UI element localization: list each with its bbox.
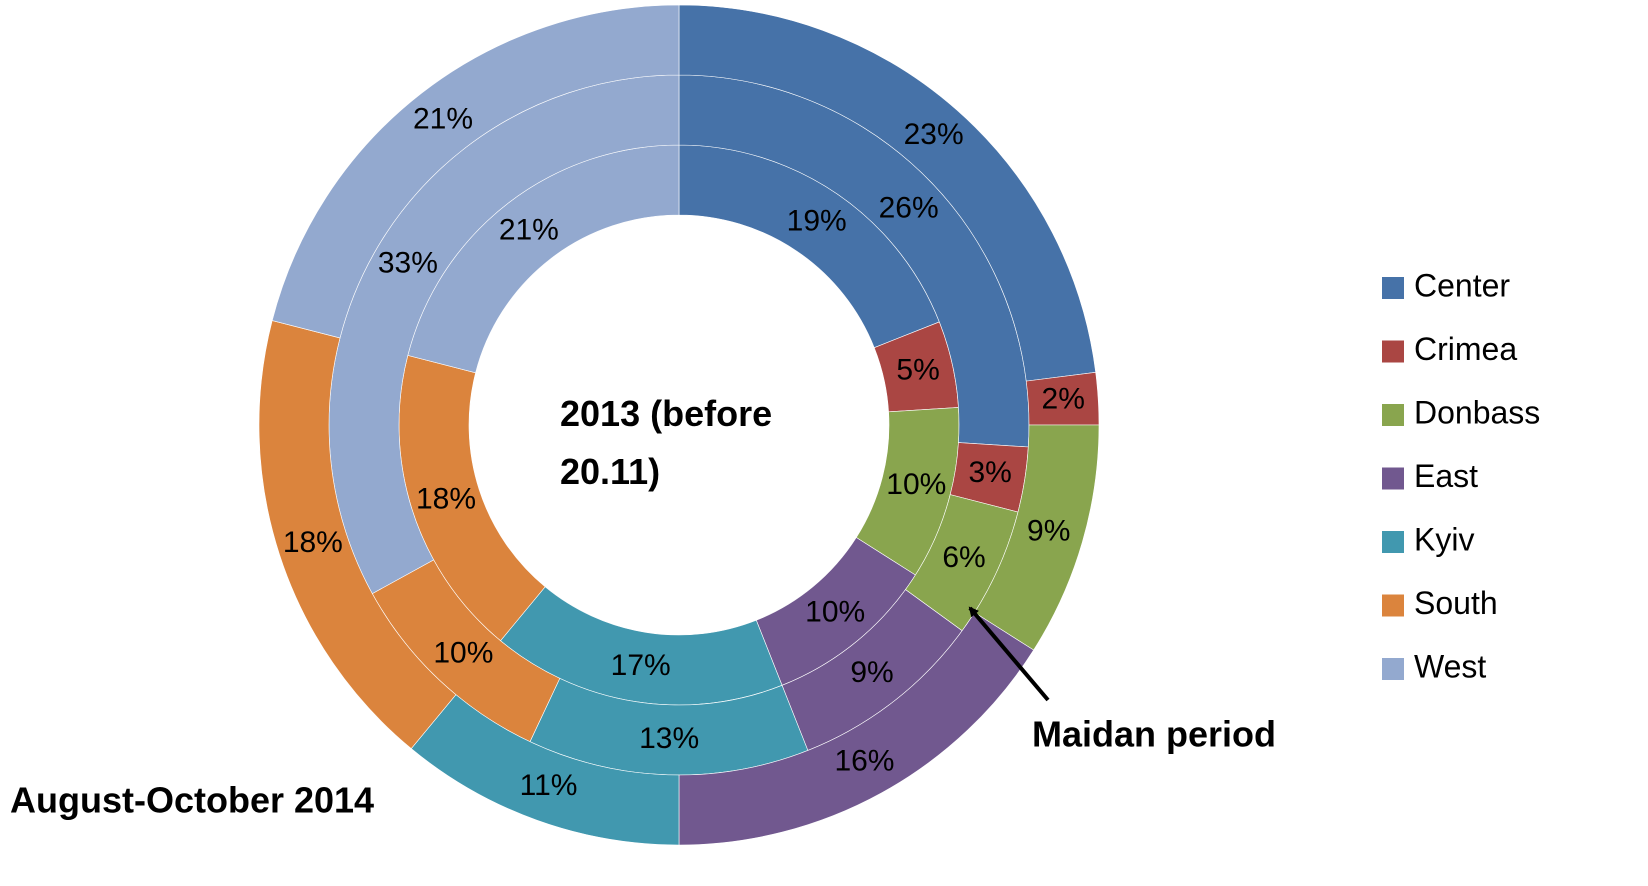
annotation-arrow bbox=[968, 606, 1050, 702]
legend-label: Center bbox=[1414, 267, 1510, 303]
legend-label: South bbox=[1414, 585, 1498, 621]
data-label: 9% bbox=[850, 656, 893, 689]
legend-swatch bbox=[1382, 404, 1404, 426]
legend-label: Crimea bbox=[1414, 331, 1517, 367]
data-label: 10% bbox=[886, 468, 946, 501]
data-label: 3% bbox=[968, 456, 1011, 489]
data-label: 21% bbox=[499, 213, 559, 246]
donut-segment bbox=[271, 4, 680, 339]
ring-label: Maidan period bbox=[1032, 714, 1276, 755]
data-label: 10% bbox=[433, 637, 493, 670]
data-label: 6% bbox=[942, 541, 985, 574]
donut-segment bbox=[678, 4, 1097, 382]
legend-label: East bbox=[1414, 458, 1478, 494]
data-label: 26% bbox=[879, 191, 939, 224]
legend-swatch bbox=[1382, 277, 1404, 299]
data-label: 18% bbox=[416, 483, 476, 516]
legend-swatch bbox=[1382, 340, 1404, 363]
data-label: 23% bbox=[904, 118, 964, 151]
legend-swatch bbox=[1382, 531, 1404, 553]
legend: Center Crimea Donbass East Kyiv South West bbox=[1382, 267, 1540, 684]
ring-label: August-October 2014 bbox=[10, 780, 374, 821]
data-label: 19% bbox=[787, 204, 847, 237]
rings: 19% 5% 10% 10% 17% 18% 21% 26% 3% 6% 9% 13% 10% 33% 23… bbox=[258, 4, 1100, 846]
data-label: 16% bbox=[834, 744, 894, 777]
legend-swatch bbox=[1382, 467, 1404, 490]
data-label: 11% bbox=[520, 769, 578, 802]
legend-label: West bbox=[1414, 648, 1486, 684]
legend-swatch bbox=[1382, 658, 1404, 680]
data-label: 9% bbox=[1027, 514, 1070, 547]
data-label: 13% bbox=[639, 722, 699, 755]
data-label: 5% bbox=[896, 353, 939, 386]
data-label: 10% bbox=[805, 596, 865, 629]
data-label: 18% bbox=[283, 526, 343, 559]
data-label: 2% bbox=[1042, 383, 1085, 416]
legend-label: Kyiv bbox=[1414, 521, 1474, 557]
data-label: 17% bbox=[611, 649, 671, 682]
legend-swatch bbox=[1382, 594, 1404, 617]
data-label: 21% bbox=[413, 103, 473, 136]
legend-label: Donbass bbox=[1414, 394, 1540, 430]
center-title: 2013 (before 20.11) bbox=[560, 393, 773, 492]
data-label: 33% bbox=[378, 247, 438, 280]
